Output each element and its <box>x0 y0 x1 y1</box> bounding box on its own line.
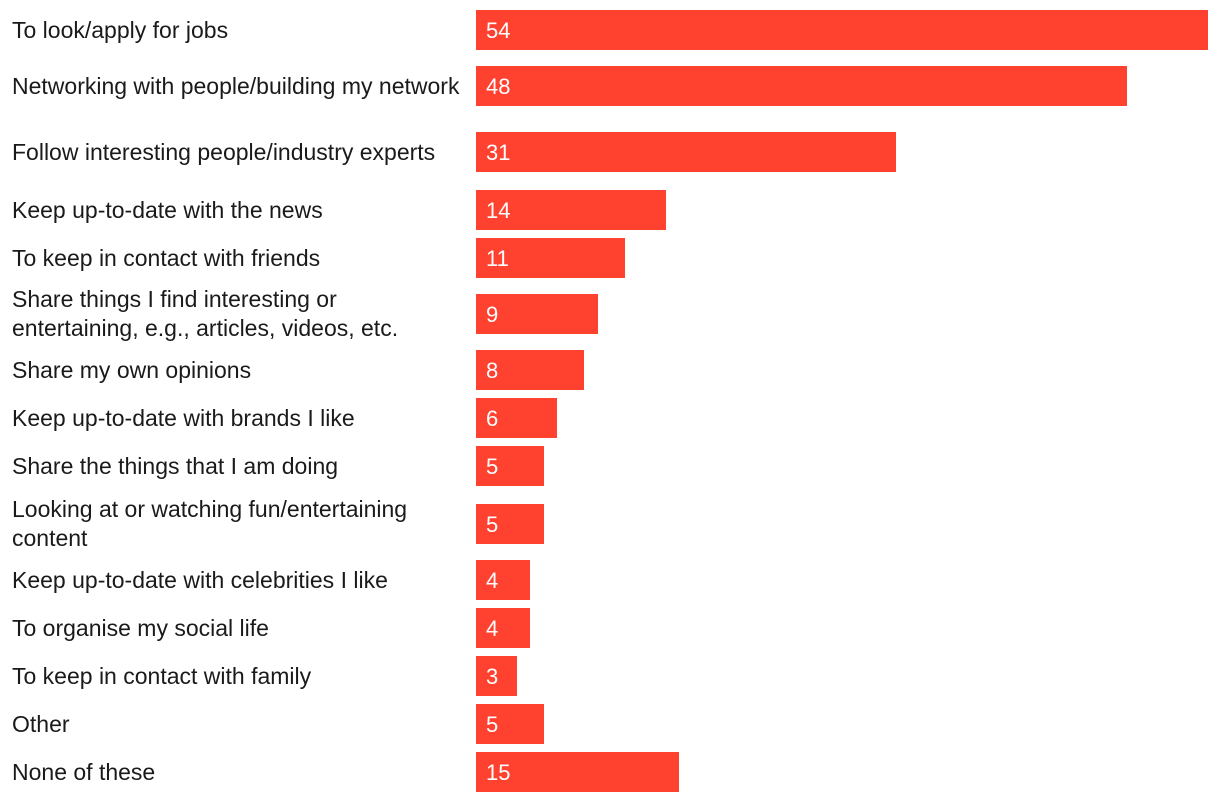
bar <box>476 66 1127 106</box>
category-label: Keep up-to-date with brands I like <box>12 404 355 431</box>
category-label: Follow interesting people/industry exper… <box>12 138 436 165</box>
bar-value-label: 9 <box>486 302 498 327</box>
bar <box>476 238 625 278</box>
bar-value-label: 31 <box>486 140 510 165</box>
bar-value-label: 14 <box>486 198 510 223</box>
bar-value-label: 5 <box>486 712 498 737</box>
bar <box>476 294 598 334</box>
bar <box>476 656 517 696</box>
bar <box>476 398 557 438</box>
bar-value-label: 4 <box>486 616 498 641</box>
bar <box>476 10 1208 50</box>
bar <box>476 504 544 544</box>
bar <box>476 608 530 648</box>
category-label: To organise my social life <box>12 614 269 641</box>
bar-value-label: 8 <box>486 358 498 383</box>
category-label: To keep in contact with friends <box>12 244 321 271</box>
category-label: Share things I find interesting or enter… <box>12 286 399 341</box>
bar <box>476 560 530 600</box>
bar-value-label: 5 <box>486 512 498 537</box>
category-label: Keep up-to-date with celebrities I like <box>12 566 388 593</box>
category-label: Other <box>12 710 70 737</box>
bar <box>476 446 544 486</box>
bar-value-label: 5 <box>486 454 498 479</box>
bar-value-label: 15 <box>486 760 510 785</box>
category-label: To look/apply for jobs <box>12 16 229 43</box>
category-label: Networking with people/building my netwo… <box>12 72 460 99</box>
category-label: None of these <box>12 758 156 785</box>
bar <box>476 752 679 792</box>
bar-value-label: 4 <box>486 568 498 593</box>
bar-value-label: 6 <box>486 406 498 431</box>
bar-value-label: 48 <box>486 74 510 99</box>
bar <box>476 190 666 230</box>
category-label: To keep in contact with family <box>12 662 312 689</box>
category-label: Keep up-to-date with the news <box>12 196 323 223</box>
bar-value-label: 54 <box>486 18 510 43</box>
bar-value-label: 11 <box>486 246 509 271</box>
bar <box>476 704 544 744</box>
bar <box>476 350 584 390</box>
category-label: Share my own opinions <box>12 356 252 383</box>
bar <box>476 132 896 172</box>
category-label: Looking at or watching fun/entertaining … <box>12 496 408 551</box>
category-label: Share the things that I am doing <box>12 452 339 479</box>
bar-value-label: 3 <box>486 664 498 689</box>
